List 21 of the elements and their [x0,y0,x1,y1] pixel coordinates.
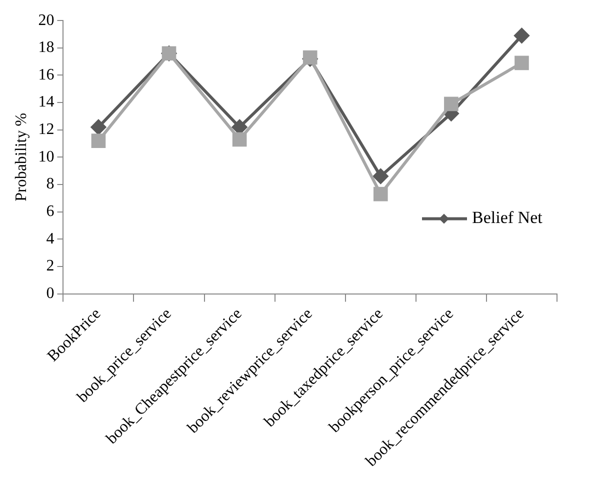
y-tick-label: 12 [38,121,54,138]
y-tick-label: 4 [46,230,54,248]
y-axis-title: Probability % [12,112,30,202]
y-tick-label: 20 [38,12,54,29]
point [444,96,458,112]
point [232,132,247,147]
point [373,186,388,202]
y-tick-label: 0 [46,284,54,302]
point [514,28,530,44]
y-tick-label: 8 [46,176,54,193]
y-tick-label: 14 [38,94,54,111]
point [514,56,529,70]
y-tick-label: 18 [38,39,54,56]
y-tick-label: 10 [38,148,54,166]
y-tick-label: 16 [38,66,54,84]
point [91,134,106,148]
y-tick-label: 6 [46,203,54,220]
point [373,168,388,184]
point [90,120,106,135]
legend-label: Belief Net [472,208,543,228]
y-tick-label: 2 [46,258,54,275]
